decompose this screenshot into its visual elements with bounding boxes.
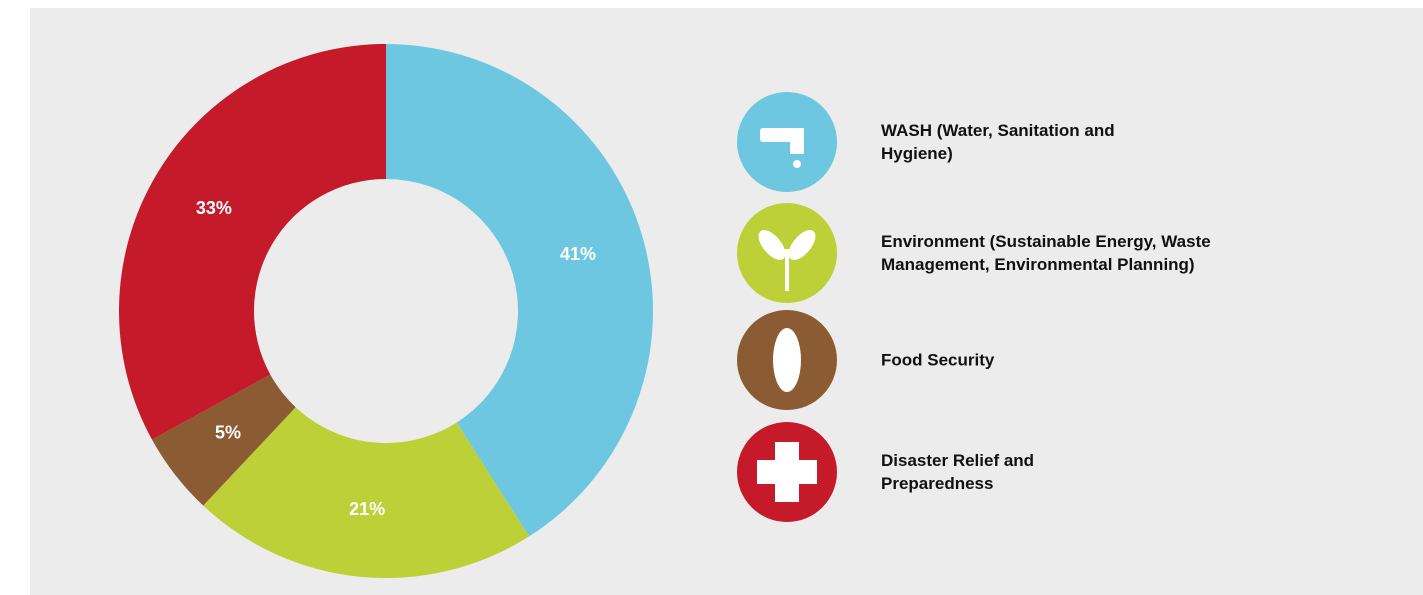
donut-slice	[203, 407, 530, 578]
slice-label: 5%	[215, 422, 241, 442]
cross	[775, 442, 799, 502]
corn	[773, 328, 801, 392]
legend-glyph	[773, 328, 801, 392]
tap	[790, 128, 804, 154]
legend-label: WASH (Water, Sanitation and Hygiene)	[881, 121, 1115, 163]
leaf	[758, 230, 786, 260]
legend-glyph	[758, 230, 816, 291]
legend-label: Food Security	[881, 350, 995, 370]
donut-slice	[152, 374, 296, 506]
stem	[785, 249, 789, 291]
legend-glyph	[757, 442, 817, 502]
leaf	[788, 230, 816, 260]
slice-label: 21%	[349, 499, 385, 519]
donut-slice	[118, 44, 386, 440]
slice-label: 33%	[196, 198, 232, 218]
drop	[793, 160, 801, 168]
legend-label: Environment (Sustainable Energy, Waste M…	[881, 232, 1211, 274]
donut-slice	[386, 44, 653, 537]
slice-label: 41%	[560, 244, 596, 264]
legend-glyph	[760, 128, 804, 168]
legend-label: Disaster Relief and Preparedness	[881, 451, 1035, 493]
